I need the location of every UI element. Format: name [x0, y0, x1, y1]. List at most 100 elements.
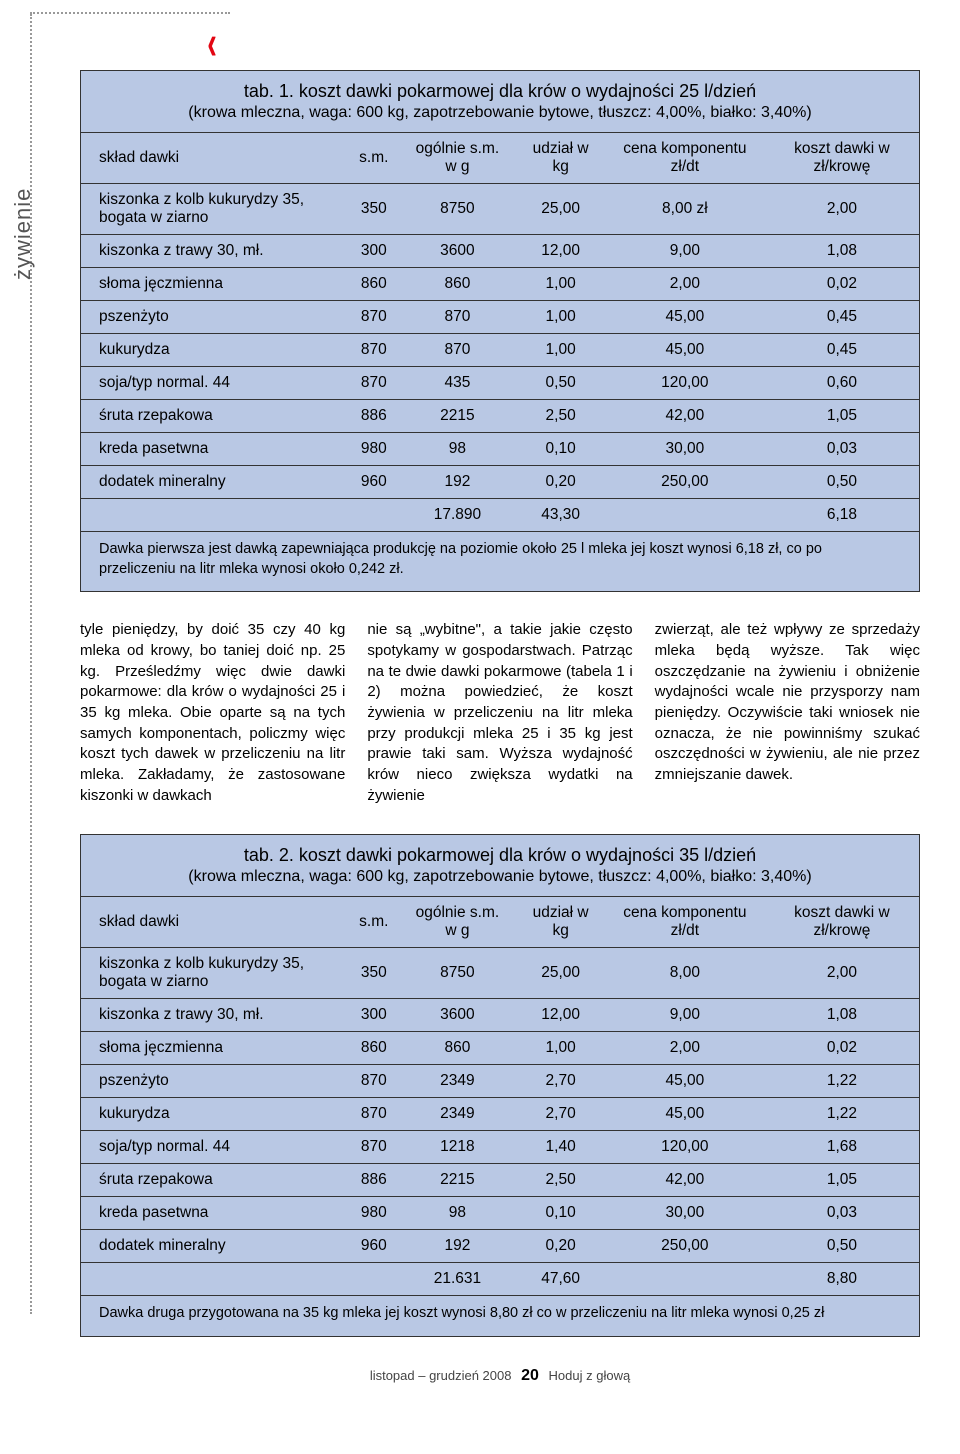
table-cell: 870 [349, 367, 398, 400]
table-cell [349, 499, 398, 532]
table-cell: 1,00 [516, 334, 604, 367]
table-cell: dodatek mineralny [81, 466, 349, 499]
body-col-1: tyle pieniędzy, by doić 35 czy 40 kg mle… [80, 620, 345, 806]
table-cell: 0,20 [516, 1230, 604, 1263]
table-cell: 1,40 [516, 1131, 604, 1164]
table-2-title: tab. 2. koszt dawki pokarmowej dla krów … [81, 835, 919, 868]
table-cell: 350 [349, 184, 398, 235]
table-row: słoma jęczmienna8608601,002,000,02 [81, 268, 919, 301]
table-cell: 860 [349, 268, 398, 301]
footer-page-number: 20 [521, 1367, 539, 1384]
table-cell: 8750 [398, 184, 516, 235]
table-cell: 0,50 [765, 1230, 919, 1263]
table-cell: 1,05 [765, 1164, 919, 1197]
table-2: skład dawki s.m. ogólnie s.m. w g udział… [81, 896, 919, 1295]
table-cell: 0,10 [516, 433, 604, 466]
table-cell: 0,45 [765, 301, 919, 334]
table-cell: 0,50 [765, 466, 919, 499]
table-row: skład dawki s.m. ogólnie s.m. w g udział… [81, 133, 919, 184]
table-1: skład dawki s.m. ogólnie s.m. w g udział… [81, 132, 919, 531]
table-cell: słoma jęczmienna [81, 1032, 349, 1065]
table-1-subtitle: (krowa mleczna, waga: 600 kg, zapotrzebo… [81, 104, 919, 132]
table-row: kiszonka z kolb kukurydzy 35, bogata w z… [81, 184, 919, 235]
table-cell: 0,03 [765, 433, 919, 466]
back-arrow-icon: ‹ [207, 16, 217, 71]
col-header: cena komponentu zł/dt [605, 133, 765, 184]
table-cell: śruta rzepakowa [81, 400, 349, 433]
table-cell: 870 [349, 334, 398, 367]
table-cell: 8750 [398, 948, 516, 999]
table-cell: 45,00 [605, 301, 765, 334]
table-cell: 980 [349, 433, 398, 466]
table-cell: soja/typ normal. 44 [81, 1131, 349, 1164]
table-cell: 2,00 [765, 184, 919, 235]
table-cell: 870 [349, 301, 398, 334]
table-cell: 2349 [398, 1098, 516, 1131]
table-row: słoma jęczmienna8608601,002,000,02 [81, 1032, 919, 1065]
col-header: koszt dawki w zł/krowę [765, 897, 919, 948]
body-col-2: nie są „wybitne", a takie jakie często s… [367, 620, 632, 806]
table-cell: 12,00 [516, 235, 604, 268]
table-cell: dodatek mineralny [81, 1230, 349, 1263]
table-cell: 2215 [398, 1164, 516, 1197]
table-row: kiszonka z kolb kukurydzy 35, bogata w z… [81, 948, 919, 999]
table-cell: 120,00 [605, 367, 765, 400]
table-cell: śruta rzepakowa [81, 1164, 349, 1197]
table-cell: 6,18 [765, 499, 919, 532]
table-cell: 3600 [398, 999, 516, 1032]
table-cell: 2,70 [516, 1098, 604, 1131]
table-cell: 870 [349, 1098, 398, 1131]
table-cell: 1,00 [516, 268, 604, 301]
table-cell: 960 [349, 1230, 398, 1263]
table-cell: 0,02 [765, 268, 919, 301]
table-cell: 870 [349, 1131, 398, 1164]
table-row: śruta rzepakowa88622152,5042,001,05 [81, 1164, 919, 1197]
table-row: pszenżyto87023492,7045,001,22 [81, 1065, 919, 1098]
table-cell: 30,00 [605, 1197, 765, 1230]
table-cell: 8,80 [765, 1263, 919, 1296]
table-2-subtitle: (krowa mleczna, waga: 600 kg, zapotrzebo… [81, 868, 919, 896]
table-cell: 0,10 [516, 1197, 604, 1230]
table-cell: 8,00 [605, 948, 765, 999]
table-1-box: tab. 1. koszt dawki pokarmowej dla krów … [80, 70, 920, 592]
table-cell: 300 [349, 999, 398, 1032]
page-footer: listopad – grudzień 2008 20 Hoduj z głow… [80, 1367, 920, 1385]
table-2-box: tab. 2. koszt dawki pokarmowej dla krów … [80, 834, 920, 1337]
table-cell: 870 [398, 301, 516, 334]
table-cell [605, 499, 765, 532]
table-row: 21.63147,608,80 [81, 1263, 919, 1296]
col-header: ogólnie s.m. w g [398, 133, 516, 184]
table-cell: 1,00 [516, 301, 604, 334]
table-cell: 1,08 [765, 999, 919, 1032]
table-cell: 98 [398, 433, 516, 466]
table-row: kreda pasetwna980980,1030,000,03 [81, 433, 919, 466]
table-2-tabno: tab. 2. [244, 845, 294, 865]
body-col-3: zwierząt, ale też wpływy ze sprzedaży ml… [655, 620, 920, 806]
table-cell: 1,68 [765, 1131, 919, 1164]
table-cell: 192 [398, 1230, 516, 1263]
page-content: tab. 1. koszt dawki pokarmowej dla krów … [0, 0, 960, 1425]
table-cell: 45,00 [605, 1098, 765, 1131]
table-2-footnote: Dawka druga przygotowana na 35 kg mleka … [81, 1295, 919, 1336]
table-cell: 21.631 [398, 1263, 516, 1296]
table-cell: 9,00 [605, 999, 765, 1032]
table-cell: kreda pasetwna [81, 1197, 349, 1230]
table-cell: 250,00 [605, 466, 765, 499]
table-cell: 43,30 [516, 499, 604, 532]
col-header: skład dawki [81, 897, 349, 948]
table-1-tabno: tab. 1. [244, 81, 294, 101]
table-cell: 886 [349, 1164, 398, 1197]
table-cell: 2,00 [605, 1032, 765, 1065]
table-cell: 1,22 [765, 1065, 919, 1098]
table-cell: 25,00 [516, 184, 604, 235]
table-cell [605, 1263, 765, 1296]
table-2-title-text: koszt dawki pokarmowej dla krów o wydajn… [299, 845, 756, 865]
table-cell: 9,00 [605, 235, 765, 268]
footer-issue: listopad – grudzień 2008 [370, 1368, 512, 1383]
table-cell: 2349 [398, 1065, 516, 1098]
col-header: udział w kg [516, 133, 604, 184]
table-row: kreda pasetwna980980,1030,000,03 [81, 1197, 919, 1230]
table-cell: 0,45 [765, 334, 919, 367]
table-cell: 12,00 [516, 999, 604, 1032]
col-header: udział w kg [516, 897, 604, 948]
